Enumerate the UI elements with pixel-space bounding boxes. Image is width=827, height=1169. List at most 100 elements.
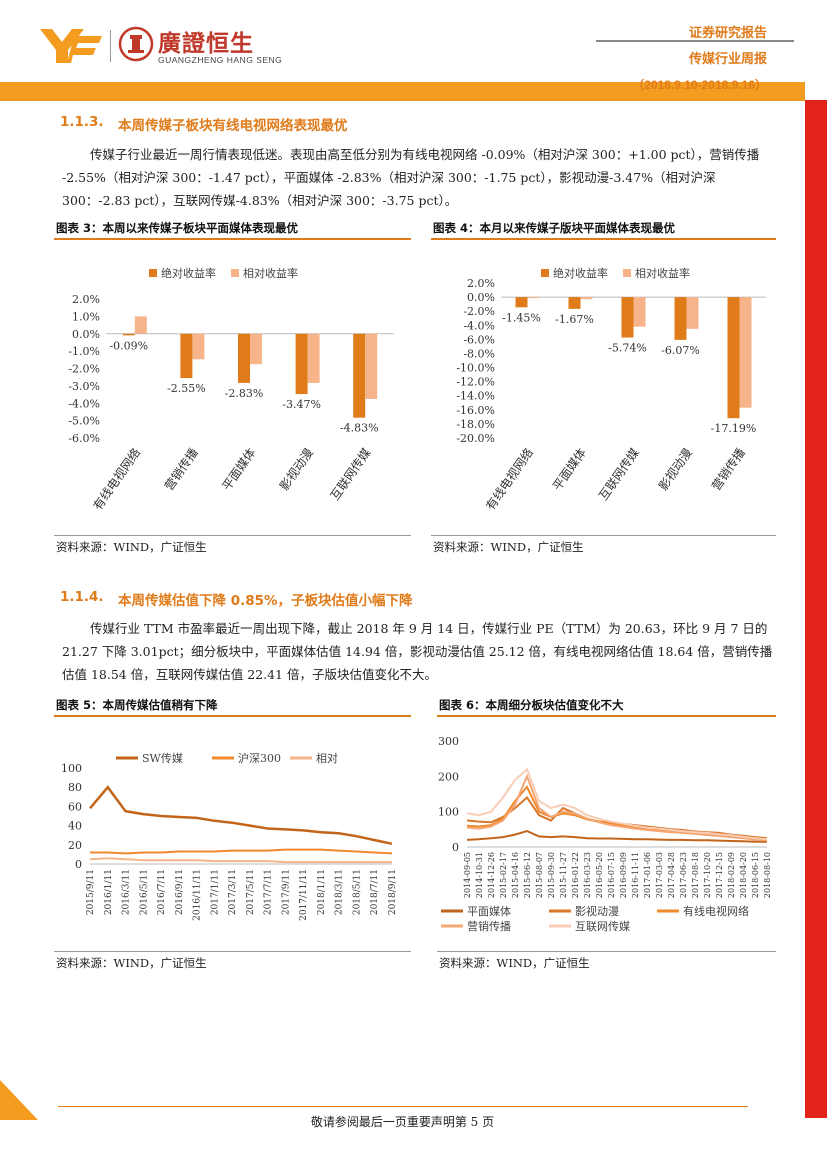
footer-disclaimer: 敬请参阅最后一页重要声明第 5 页 [310,1115,495,1129]
bar-data-label: -0.09% [109,339,148,352]
category-label: 影视动漫 [276,445,316,493]
series-line-2 [89,857,392,864]
fig6-title: 图表 6：本周细分板块估值变化不大 [439,698,624,712]
bar-relative [365,333,378,399]
bar-relative [527,297,540,299]
fig3-source: 资料来源：WIND，广证恒生 [56,540,207,554]
x-tick-label: 2017/3/11 [228,869,238,915]
category-label: 有线电视网络 [482,445,536,513]
logo-divider [110,30,111,62]
y-tick-label: 100 [61,762,82,775]
x-tick-label: 2017-08-18 [691,852,700,898]
y-tick-label: 60 [68,800,82,813]
x-tick-label: 2018-04-20 [739,852,748,898]
bar-absolute [180,333,193,379]
fig4-title: 图表 4：本月以来传媒子版块平面媒体表现最优 [433,221,676,235]
y-tick-label: -2.0% [68,363,100,376]
fig3-source-rule [54,535,411,536]
x-tick-label: 2016-07-15 [607,852,616,898]
legend-label: 相对收益率 [635,266,690,280]
legend-swatch [231,269,239,277]
x-tick-label: 2015-09-30 [547,852,556,898]
fig6-line-chart: 300 200 100 0 2014-09-05 2014-10-31 2014-12-26… [438,735,772,933]
x-tick-label: 2017-06-23 [679,852,688,898]
y-tick-label: -2.0% [463,305,495,318]
y-tick-label: -5.0% [68,415,100,428]
section-number-1: 1.1.3. [60,114,104,130]
bar-absolute [238,333,250,383]
x-tick-label: 2018/1/11 [317,869,327,915]
bar-absolute [674,297,687,340]
bar-absolute [295,333,308,395]
fig3-bar-chart: 2.0% 1.0% 0.0% -1.0% -2.0% -3.0% -4.0% -5.0% -6.… [68,266,394,513]
category-label: 有线电视网络 [90,445,144,513]
fig3-title-rule [54,238,411,240]
report-name: 传媒行业周报 [688,52,767,67]
bar-relative [250,333,262,365]
bar-data-label: -4.83% [340,422,379,435]
category-label: 营销传播 [161,445,201,493]
series-line-1 [466,795,768,840]
legend-label: 相对 [316,751,338,765]
y-tick-label: -8.0% [463,347,495,360]
legend-label: 有线电视网络 [683,904,749,918]
x-tick-label: 2015-04-16 [511,852,520,898]
y-tick-label: 0 [75,858,82,871]
x-tick-label: 2018/7/11 [370,869,380,915]
fig6-source: 资料来源：WIND，广证恒生 [439,956,590,970]
bar-data-label: -2.55% [167,382,206,395]
x-tick-label: 2017/9/11 [281,869,291,915]
legend-label: 平面媒体 [467,904,511,918]
fig4-bar-chart: 2.0%0.0%-2.0%-4.0%-6.0%-8.0% -10.0%-12.0%… [456,266,766,513]
report-date-range: （2018.9.10-2018.9.16） [632,78,767,92]
y-tick-label: 2.0% [72,293,100,306]
x-tick-label: 2015-08-07 [535,852,544,898]
y-tick-label: -3.0% [68,380,100,393]
legend-label: 绝对收益率 [161,266,216,280]
category-label: 互联网传媒 [595,445,642,503]
x-tick-label: 2017-03-03 [655,852,664,898]
gzhs-seal-icon [118,26,154,62]
x-tick-label: 2016/7/11 [157,869,167,915]
x-tick-label: 2016-01-22 [571,852,580,898]
section-number-2: 1.1.4. [60,589,104,605]
bar-data-label: -3.47% [282,398,321,411]
y-tick-label: 0.0% [467,291,495,304]
legend-swatch [541,269,549,277]
y-tick-label: -1.0% [68,345,100,358]
bar-data-label: -6.07% [661,344,700,357]
x-tick-label: 2016/5/11 [139,869,149,915]
y-tick-label: -20.0% [456,432,495,445]
bar-relative [134,316,147,334]
bar-data-label: -17.19% [711,422,757,435]
fig5-line-chart: 100 80 60 40 20 0 2015/9/11 2016/1/11 2016/3/11 2… [61,751,398,921]
legend-label: SW传媒 [142,752,183,765]
x-tick-label: 2016/9/11 [175,869,185,915]
x-tick-label: 2017-10-20 [703,852,712,898]
x-tick-label: 2017/1/11 [210,869,220,915]
header-band [0,82,805,101]
bar-data-label: -1.67% [555,313,594,326]
x-tick-label: 2016-09-09 [619,852,628,898]
y-tick-label: -16.0% [456,404,495,417]
fig5-source-rule [54,951,411,952]
legend-label: 相对收益率 [243,266,298,280]
x-tick-label: 2018/5/11 [352,869,362,915]
x-tick-label: 2017-12-15 [715,852,724,898]
fig6-source-rule [437,951,776,952]
x-tick-label: 2018-06-15 [751,852,760,898]
brand-name-en: GUANGZHENG HANG SENG [158,55,283,65]
x-tick-label: 2018/9/11 [388,869,398,915]
y-tick-label: -4.0% [463,319,495,332]
x-tick-label: 2017/5/11 [246,869,256,915]
x-tick-label: 2017/7/11 [264,869,274,915]
report-type: 证券研究报告 [688,26,767,41]
bar-absolute [568,297,581,309]
section-title-1: 本周传媒子板块有线电视网络表现最优 [118,118,348,134]
x-tick-label: 2018/3/11 [335,869,345,915]
y-tick-label: -12.0% [456,376,495,389]
ye-logo-icon [40,29,102,63]
x-tick-label: 2014-12-26 [487,852,496,898]
section-paragraph-2: 传媒行业 TTM 市盈率最近一周出现下降，截止 2018 年 9 月 14 日，… [62,621,773,682]
y-tick-label: 0.0% [72,328,100,341]
